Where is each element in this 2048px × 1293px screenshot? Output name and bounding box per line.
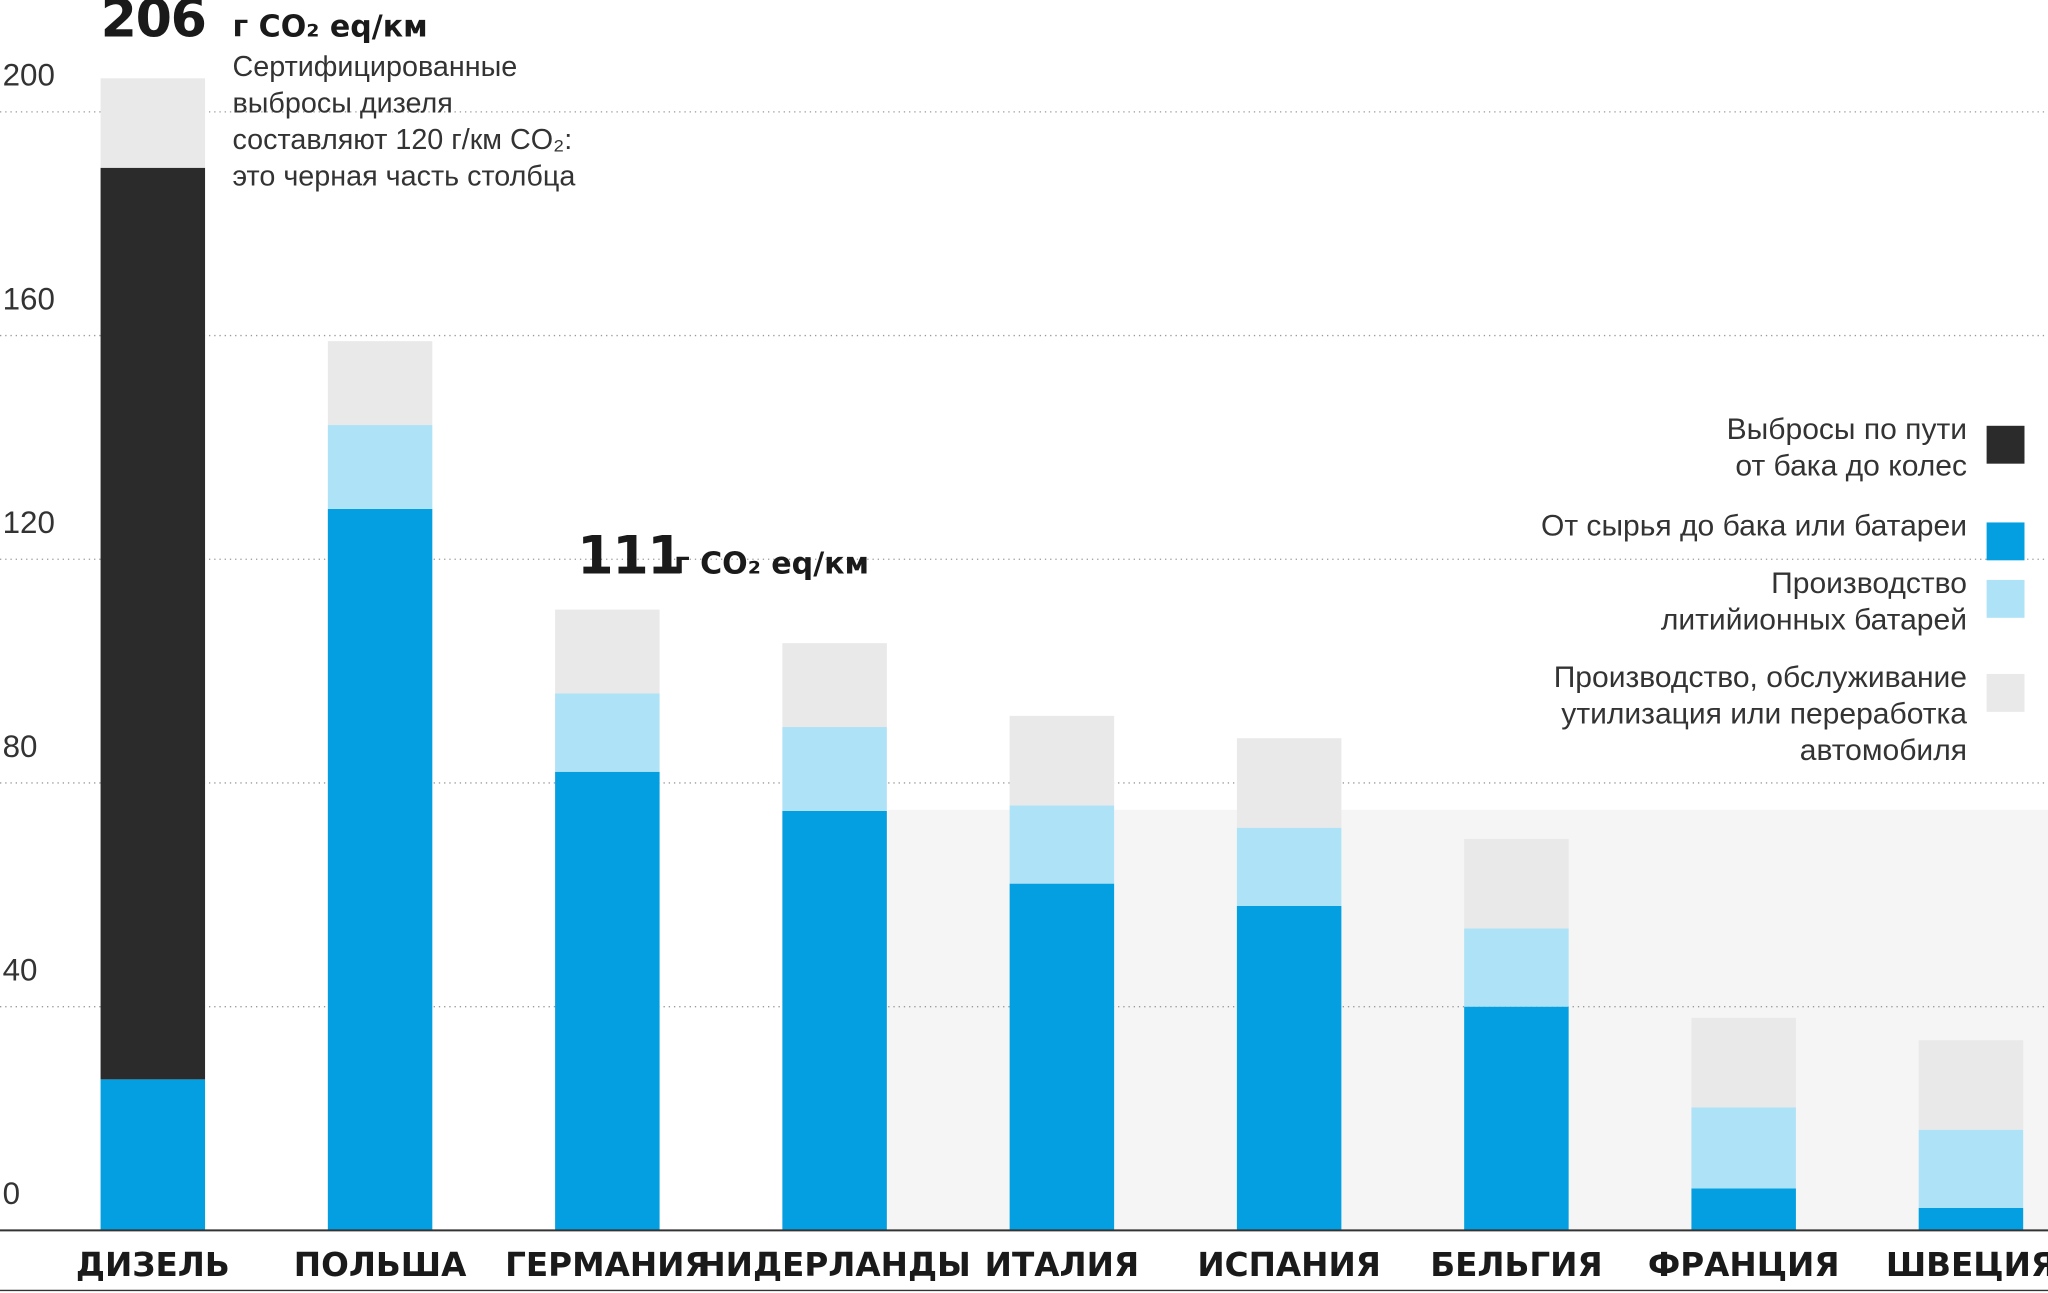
bar-segment <box>555 771 660 1231</box>
y-tick-label: 0 <box>3 1176 20 1211</box>
bar-segment <box>1236 738 1342 828</box>
legend-label: От сырья до бака или батареи <box>1540 508 1968 543</box>
bar-segment <box>1918 1040 2024 1130</box>
bar-segment <box>782 810 887 1231</box>
bar-segment <box>100 78 206 168</box>
bar-segment <box>1691 1017 1796 1108</box>
bar-segment <box>1236 905 1342 1231</box>
bar-segment <box>1464 1006 1569 1231</box>
legend-swatch <box>1986 522 2025 561</box>
y-tick-label: 80 <box>3 729 38 764</box>
bar-segment <box>782 643 887 728</box>
x-tick-label: ИСПАНИЯ <box>1197 1246 1381 1284</box>
y-tick-label: 160 <box>3 281 55 316</box>
annotation-value: 111 <box>577 526 683 587</box>
y-tick-label: 120 <box>3 505 55 540</box>
y-tick-label: 40 <box>3 953 38 988</box>
bar-segment <box>100 1079 206 1231</box>
bar-segment <box>1236 827 1342 906</box>
legend-label: Производство литийионных батарей <box>1660 565 1968 637</box>
y-tick-label: 200 <box>3 58 55 93</box>
bar-segment <box>1009 805 1115 884</box>
annotation-unit: г CO₂ eq/км <box>232 10 428 45</box>
bar-segment <box>100 167 206 1080</box>
x-tick-label: ДИЗЕЛЬ <box>76 1246 230 1284</box>
bar-segment <box>327 341 433 426</box>
bar-segment <box>1009 883 1115 1231</box>
bar-segment <box>1691 1188 1796 1231</box>
bar-segment <box>1464 928 1569 1007</box>
x-tick-label: ПОЛЬША <box>294 1246 467 1284</box>
bar-segment <box>555 693 660 772</box>
bar-segment <box>327 508 433 1231</box>
bar-segment <box>1464 838 1569 929</box>
x-tick-label: ИТАЛИЯ <box>985 1246 1139 1284</box>
x-tick-label: НИДЕРЛАНДЫ <box>698 1246 971 1284</box>
bar-segment <box>1918 1207 2024 1231</box>
legend-swatch <box>1986 673 2025 712</box>
bar-segment <box>1691 1107 1796 1189</box>
legend-swatch <box>1986 425 2025 464</box>
annotation-unit: г CO₂ eq/км <box>673 547 870 582</box>
x-tick-label: ФРАНЦИЯ <box>1648 1246 1840 1284</box>
bar-segment <box>555 609 660 694</box>
legend-swatch <box>1986 579 2025 618</box>
legend-label: Выбросы по пути от бака до колес <box>1726 411 1968 482</box>
legend-label: Производство, обслуживание утилизация ил… <box>1553 659 1968 767</box>
annotation-text: Сертифицированные выбросы дизеля составл… <box>232 49 576 192</box>
bar-segment <box>1918 1129 2024 1208</box>
annotation-value: 206 <box>100 0 207 50</box>
bar-segment <box>1009 715 1115 806</box>
x-tick-label: ГЕРМАНИЯ <box>505 1246 710 1284</box>
bar-segment <box>782 727 887 811</box>
bar-segment <box>327 425 433 509</box>
x-tick-label: ШВЕЦИЯ <box>1886 1246 2048 1284</box>
x-tick-label: БЕЛЬГИЯ <box>1430 1246 1602 1284</box>
